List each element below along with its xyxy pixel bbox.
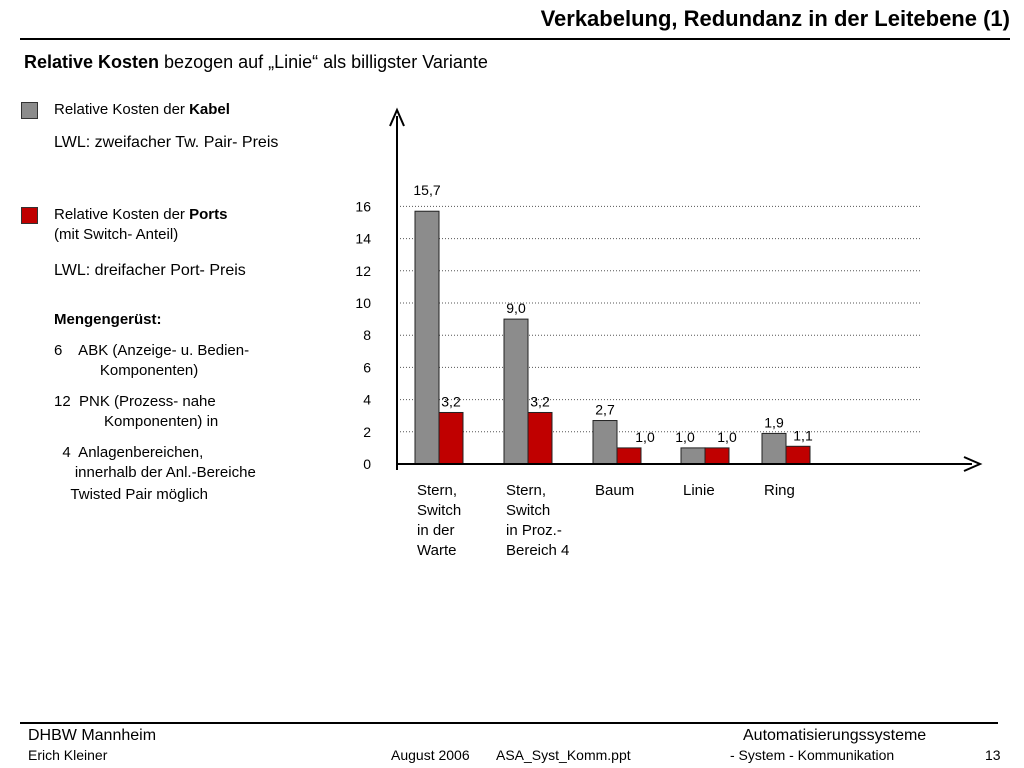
- footer-rule: [20, 722, 998, 724]
- legend-ports-bold: Ports: [189, 206, 228, 223]
- data-label: 9,0: [506, 300, 526, 316]
- footer-author: Erich Kleiner: [28, 747, 108, 763]
- legend-kabel-bold: Kabel: [189, 101, 230, 118]
- data-label: 3,2: [530, 393, 550, 409]
- slide-title: Verkabelung, Redundanz in der Leitebene …: [540, 6, 1010, 31]
- mengen-line: 6 ABK (Anzeige- u. Bedien-: [54, 342, 250, 359]
- x-category-label: Ring: [764, 482, 795, 499]
- bar-ports: [704, 447, 730, 465]
- data-label: 1,0: [675, 429, 695, 445]
- footer-page-number: 13: [985, 747, 1001, 763]
- bar-ports: [785, 445, 811, 465]
- mengen-line: Twisted Pair möglich: [54, 486, 208, 503]
- x-axis-arrow: [963, 456, 983, 472]
- subtitle-bold: Relative Kosten: [24, 52, 160, 72]
- footer-file: ASA_Syst_Komm.ppt: [496, 747, 631, 763]
- title-rule: [20, 38, 1010, 40]
- bar-kabel: [503, 318, 529, 465]
- legend-kabel-note: LWL: zweifacher Tw. Pair- Preis: [54, 134, 279, 151]
- bar-kabel: [592, 420, 618, 465]
- y-tick-label: 2: [363, 424, 371, 440]
- subtitle-rest: bezogen auf „Linie“ als billigster Varia…: [159, 52, 488, 72]
- x-category-label: Stern,: [417, 482, 457, 499]
- y-tick-label: 0: [363, 456, 371, 472]
- y-tick-label: 8: [363, 327, 371, 343]
- x-category-label: Linie: [683, 482, 715, 499]
- x-category-label: Switch: [417, 502, 461, 519]
- mengen-line: 12 PNK (Prozess- nahe: [54, 393, 216, 410]
- y-tick-label: 12: [355, 263, 371, 279]
- y-tick-label: 6: [363, 359, 371, 375]
- footer-course: Automatisierungssysteme: [743, 727, 927, 744]
- data-label: 1,1: [793, 427, 813, 443]
- bar-kabel: [680, 447, 706, 465]
- bar-kabel: [414, 210, 440, 465]
- bar-kabel: [761, 432, 787, 465]
- y-tick-label: 4: [363, 392, 371, 408]
- legend-ports-label: Relative Kosten der Ports: [54, 205, 227, 225]
- slide-subtitle: Relative Kosten bezogen auf „Linie“ als …: [24, 52, 488, 73]
- bar-ports: [616, 447, 642, 465]
- data-label: 1,9: [764, 414, 784, 430]
- mengen-line: Komponenten) in: [54, 413, 219, 430]
- data-label: 1,0: [717, 429, 737, 445]
- x-category-label: Baum: [595, 482, 634, 499]
- y-axis-arrow: [389, 107, 405, 127]
- footer-date: August 2006: [391, 747, 470, 763]
- legend-swatch-ports: [21, 207, 38, 224]
- x-category-label: Switch: [506, 502, 550, 519]
- y-tick-label: 16: [355, 198, 371, 214]
- footer-course-sub: - System - Kommunikation: [730, 747, 895, 763]
- x-category-label: Bereich 4: [506, 542, 569, 559]
- data-label: 2,7: [595, 402, 615, 418]
- x-category-label: Warte: [417, 542, 456, 559]
- legend-ports-sub: (mit Switch- Anteil): [54, 226, 179, 243]
- legend-ports-note: LWL: dreifacher Port- Preis: [54, 262, 246, 279]
- x-category-label: Stern,: [506, 482, 546, 499]
- legend-kabel-label: Relative Kosten der Kabel: [54, 100, 230, 120]
- y-tick-label: 14: [355, 231, 371, 247]
- data-label: 1,0: [635, 429, 655, 445]
- data-label: 3,2: [441, 393, 461, 409]
- data-label: 15,7: [413, 182, 440, 198]
- footer-org: DHBW Mannheim: [28, 727, 157, 744]
- bar-ports: [527, 411, 553, 465]
- legend-swatch-kabel: [21, 102, 38, 119]
- x-category-label: in der: [417, 522, 455, 539]
- mengen-line: 4 Anlagenbereichen,: [54, 444, 204, 461]
- x-category-label: in Proz.-: [506, 522, 562, 539]
- bar-ports: [438, 411, 464, 465]
- mengen-line: innerhalb der Anl.-Bereiche: [54, 464, 256, 481]
- legend-ports-prefix: Relative Kosten der: [54, 206, 190, 223]
- legend-kabel-prefix: Relative Kosten der: [54, 101, 190, 118]
- y-tick-label: 10: [355, 295, 371, 311]
- mengen-heading: Mengengerüst:: [54, 311, 162, 328]
- mengen-line: Komponenten): [54, 362, 199, 379]
